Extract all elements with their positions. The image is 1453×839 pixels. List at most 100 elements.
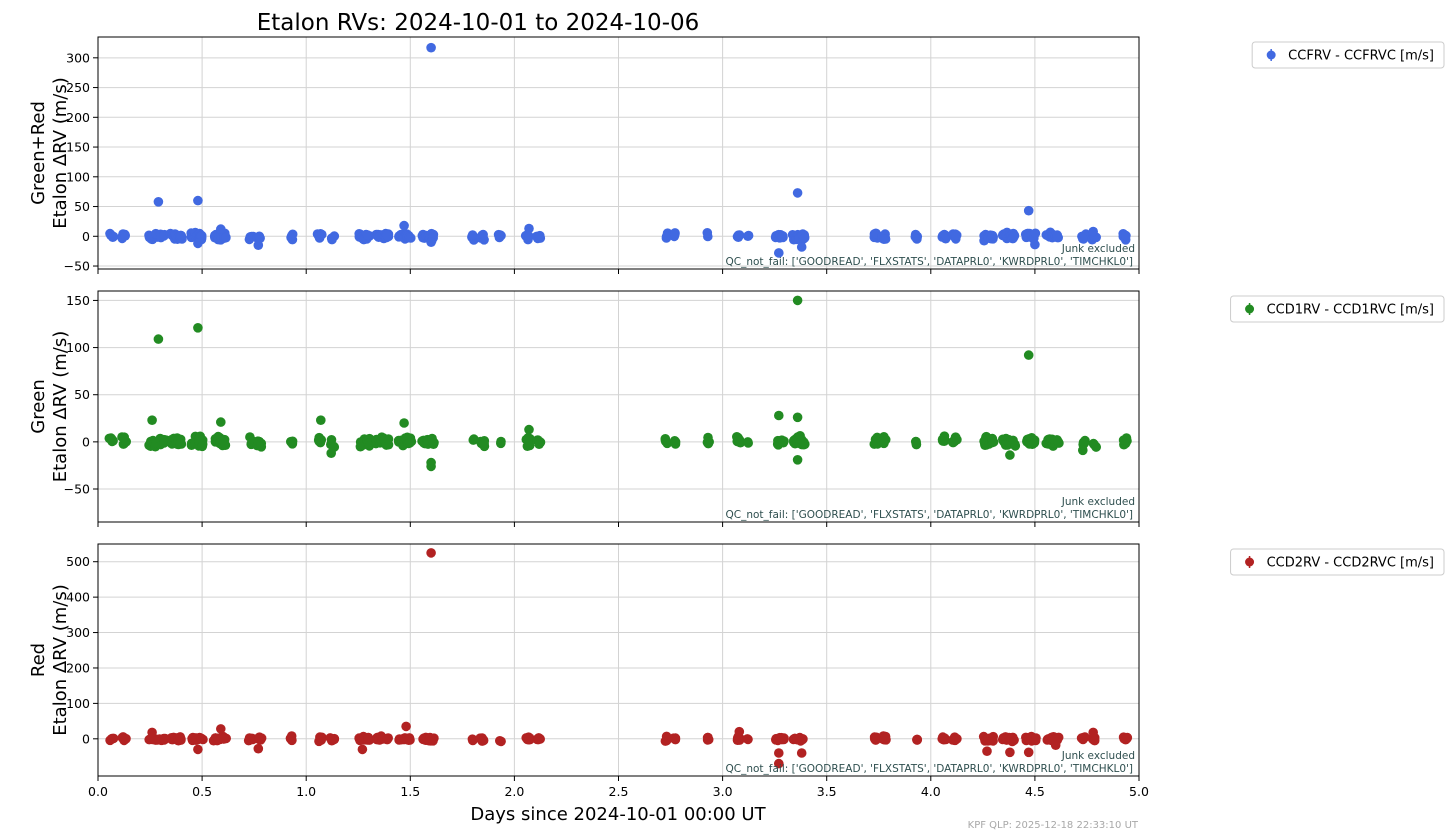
y-axis-label: RedEtalon ΔRV (m/s) (28, 584, 71, 736)
panel-2: −50 0 50 100 150 GreenEtalon ΔRV (m/s) Junk ex… (28, 290, 1445, 527)
y-ticks: −50 0 50 100 150 200 250 300 (64, 50, 98, 274)
data-point (493, 229, 504, 240)
legend-frame (1230, 548, 1445, 576)
legend-label: CCD2RV - CCD2RVC [m/s] (1267, 556, 1434, 571)
note-qc: QC_not_fail: ['GOODREAD', 'FLXSTATS', 'D… (726, 256, 1134, 268)
data-point (1005, 747, 1015, 758)
note-junk: Junk excluded (1061, 243, 1135, 255)
data-point (401, 721, 411, 732)
data-point (743, 230, 754, 241)
data-point (661, 231, 672, 242)
data-point (777, 231, 788, 241)
gridlines (97, 291, 1140, 522)
data-point (159, 733, 169, 744)
data-point (743, 437, 753, 447)
data-point (175, 439, 185, 449)
data-point (253, 743, 264, 754)
y-tick-label: 150 (66, 293, 90, 308)
data-point (317, 229, 327, 240)
data-point (176, 230, 186, 241)
data-point (702, 228, 713, 238)
data-point (987, 230, 998, 241)
data-point (880, 731, 891, 742)
data-point (774, 410, 784, 421)
data-point (702, 437, 713, 448)
data-point (774, 748, 784, 758)
data-point (1051, 435, 1062, 445)
x-ticks: 0.0 0.5 1.0 1.5 2.0 2.5 3.0 3.5 4.0 4.5 5.0 (88, 776, 1149, 799)
data-point (792, 188, 803, 198)
y-tick-label: 0 (82, 434, 90, 449)
note-qc: QC_not_fail: ['GOODREAD', 'FLXSTATS', 'D… (726, 509, 1134, 521)
legend-label: CCFRV - CCFRVC [m/s] (1288, 49, 1434, 64)
data-point (939, 733, 950, 743)
data-point (405, 438, 415, 448)
data-point (363, 732, 373, 743)
y-axis-label: Green+RedEtalon ΔRV (m/s) (28, 77, 71, 229)
data-point (734, 230, 745, 240)
data-point (792, 455, 803, 465)
data-point (524, 231, 534, 242)
data-point (524, 440, 535, 451)
y-tick-label: 200 (66, 660, 90, 675)
x-ticks (97, 269, 1140, 274)
data-point (799, 233, 810, 243)
y-tick-label: 0 (82, 229, 90, 244)
data-point (670, 229, 680, 239)
data-point (668, 733, 679, 743)
y-tick-label: 250 (66, 80, 90, 95)
data-point (988, 437, 999, 447)
y-tick-label: 500 (66, 554, 90, 569)
data-point (196, 231, 206, 241)
legend-marker (1266, 50, 1276, 60)
data-point (734, 726, 745, 737)
data-point (1010, 441, 1021, 451)
y-axis-label-top: Red (28, 643, 49, 677)
data-point (952, 434, 962, 445)
data-point (247, 733, 257, 744)
y-tick-label: 100 (66, 169, 90, 184)
data-point (429, 733, 439, 743)
data-point (315, 437, 326, 448)
y-tick-label: 300 (66, 625, 90, 640)
y-tick-label: 400 (66, 590, 90, 605)
data-points (105, 42, 1131, 258)
data-point (951, 230, 962, 240)
y-axis-label-main: Etalon ΔRV (m/s) (50, 77, 71, 229)
data-point (108, 733, 119, 744)
x-tick-label: 2.0 (504, 784, 524, 799)
data-point (383, 434, 394, 444)
data-point (912, 234, 922, 244)
data-point (197, 441, 208, 452)
y-tick-label: 200 (66, 110, 90, 125)
y-axis-label-main: Etalon ΔRV (m/s) (50, 584, 71, 736)
y-tick-label: 150 (66, 140, 90, 155)
data-point (774, 248, 784, 258)
data-point (1005, 450, 1015, 460)
gridlines (97, 37, 1140, 269)
data-point (796, 748, 807, 758)
y-tick-label: 50 (74, 387, 90, 402)
data-point (879, 438, 889, 449)
data-point (147, 727, 157, 738)
data-point (1050, 740, 1061, 750)
data-point (196, 733, 207, 744)
y-tick-label: 300 (66, 50, 90, 65)
data-point (799, 437, 809, 448)
data-point (1023, 747, 1034, 758)
data-point (426, 461, 436, 472)
x-ticks (97, 522, 1140, 527)
legend: CCD2RV - CCD2RVC [m/s] (1230, 548, 1445, 576)
y-tick-label: 100 (66, 340, 90, 355)
data-point (121, 733, 131, 744)
data-point (120, 231, 130, 241)
data-point (1052, 230, 1062, 240)
data-point (496, 436, 506, 447)
data-point (405, 735, 415, 745)
data-point (742, 734, 753, 744)
data-point (1023, 205, 1034, 216)
data-point (496, 736, 506, 747)
data-point (792, 412, 803, 423)
data-point (1079, 438, 1090, 448)
